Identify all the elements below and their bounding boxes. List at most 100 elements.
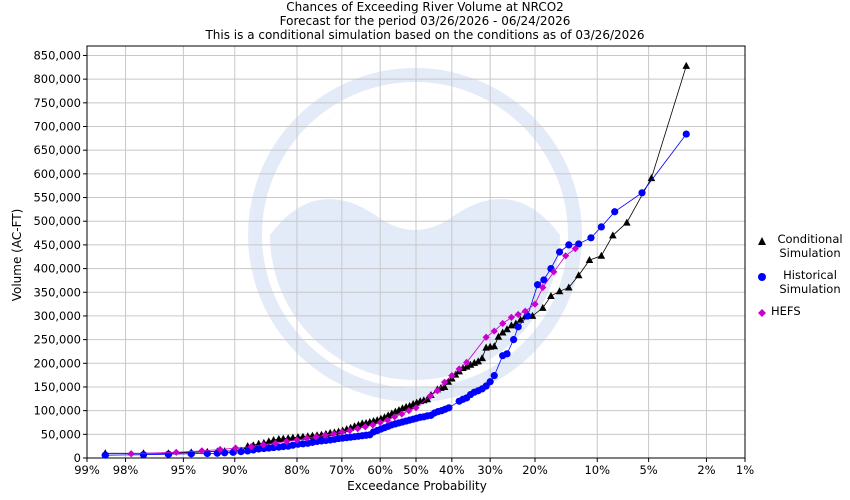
y-tick-label: 750,000 bbox=[33, 96, 81, 110]
x-tick-label: 2% bbox=[697, 463, 715, 477]
x-tick-label: 50% bbox=[403, 463, 429, 477]
data-point bbox=[516, 315, 525, 323]
data-point bbox=[562, 252, 570, 260]
y-tick-label: 500,000 bbox=[33, 214, 81, 228]
data-point bbox=[597, 223, 605, 231]
data-point bbox=[571, 245, 579, 253]
x-tick-label: 80% bbox=[284, 463, 310, 477]
data-point bbox=[412, 404, 420, 412]
legend-label-line-2: Simulation bbox=[779, 246, 841, 260]
data-point bbox=[259, 441, 267, 449]
legend-label: HEFS bbox=[771, 304, 801, 318]
data-point bbox=[198, 447, 206, 455]
data-point bbox=[433, 387, 441, 395]
data-point bbox=[503, 350, 511, 358]
data-point bbox=[440, 382, 449, 390]
x-tick-label: 1% bbox=[736, 463, 754, 477]
x-tick-label: 99% bbox=[74, 463, 100, 477]
data-point bbox=[247, 443, 255, 451]
data-point bbox=[587, 234, 595, 242]
chart-title: Chances of Exceeding River Volume at NRC… bbox=[286, 0, 564, 14]
data-point bbox=[555, 248, 564, 256]
data-point bbox=[564, 283, 573, 291]
triangle-marker-icon bbox=[758, 237, 766, 245]
data-point bbox=[384, 411, 392, 419]
data-point bbox=[405, 401, 414, 409]
data-point bbox=[369, 421, 377, 429]
legend: Conditional Simulation Historical Simula… bbox=[757, 232, 849, 326]
data-point bbox=[499, 319, 507, 328]
data-point bbox=[237, 448, 245, 456]
data-point bbox=[398, 410, 406, 418]
x-tick-label: 30% bbox=[477, 463, 503, 477]
data-point bbox=[498, 328, 507, 336]
data-point bbox=[507, 313, 515, 321]
data-point bbox=[585, 256, 594, 264]
data-point bbox=[638, 189, 646, 197]
data-point bbox=[486, 378, 494, 386]
data-point bbox=[354, 425, 362, 433]
data-point bbox=[101, 451, 109, 459]
x-tick-label: 20% bbox=[522, 463, 548, 477]
data-point bbox=[555, 287, 564, 295]
x-tick-label: 98% bbox=[113, 463, 139, 477]
data-point bbox=[321, 431, 329, 439]
data-point bbox=[440, 378, 449, 386]
data-point bbox=[538, 303, 547, 311]
data-point bbox=[445, 404, 453, 412]
data-point bbox=[474, 357, 483, 365]
x-tick-label: 90% bbox=[222, 463, 248, 477]
data-point bbox=[539, 283, 547, 292]
x-tick-label: 70% bbox=[329, 463, 355, 477]
x-tick-label: 60% bbox=[367, 463, 393, 477]
data-point bbox=[490, 342, 499, 350]
data-point bbox=[463, 358, 471, 366]
data-point bbox=[466, 360, 475, 368]
y-tick-label: 650,000 bbox=[33, 143, 81, 157]
data-point bbox=[514, 310, 522, 319]
y-tick-label: 700,000 bbox=[33, 120, 81, 134]
data-point bbox=[531, 300, 539, 308]
data-point bbox=[609, 231, 617, 239]
axes: 99% 98% 95% 90% 80% 70% 60% 50% 40% 30% 20% 10% 5% 2%… bbox=[33, 45, 754, 477]
y-tick-label: 550,000 bbox=[33, 191, 81, 205]
data-point bbox=[514, 323, 522, 331]
data-point bbox=[448, 372, 456, 380]
data-point bbox=[244, 447, 252, 455]
data-point bbox=[494, 332, 503, 340]
series-2 bbox=[127, 245, 579, 458]
data-point bbox=[164, 450, 173, 458]
data-point bbox=[597, 251, 606, 259]
data-point bbox=[426, 392, 434, 400]
data-point bbox=[312, 433, 320, 441]
data-point bbox=[216, 445, 224, 454]
data-point bbox=[329, 430, 338, 438]
data-point bbox=[405, 407, 413, 415]
circle-marker-icon bbox=[758, 273, 766, 281]
y-tick-label: 350,000 bbox=[33, 285, 81, 299]
y-tick-label: 800,000 bbox=[33, 72, 81, 86]
data-point bbox=[540, 276, 548, 284]
data-point bbox=[647, 174, 656, 182]
x-tick-label: 5% bbox=[639, 463, 657, 477]
data-point bbox=[575, 240, 583, 248]
data-point bbox=[503, 325, 511, 333]
data-point bbox=[255, 445, 263, 453]
y-tick-label: 600,000 bbox=[33, 167, 81, 181]
data-point bbox=[127, 450, 135, 458]
noaa-watermark-logo bbox=[248, 68, 582, 402]
y-tick-label: 100,000 bbox=[33, 404, 81, 418]
diamond-marker-icon bbox=[758, 309, 766, 317]
data-point bbox=[623, 218, 631, 226]
grid-lines bbox=[86, 46, 746, 459]
y-tick-label: 400,000 bbox=[33, 262, 81, 276]
data-point bbox=[172, 448, 180, 456]
data-point bbox=[455, 365, 463, 373]
y-tick-label: 850,000 bbox=[33, 48, 81, 62]
data-point bbox=[574, 271, 583, 279]
data-point bbox=[139, 451, 148, 459]
series-layer bbox=[101, 61, 691, 459]
chart-subtitle-conditions: This is a conditional simulation based o… bbox=[205, 28, 645, 42]
